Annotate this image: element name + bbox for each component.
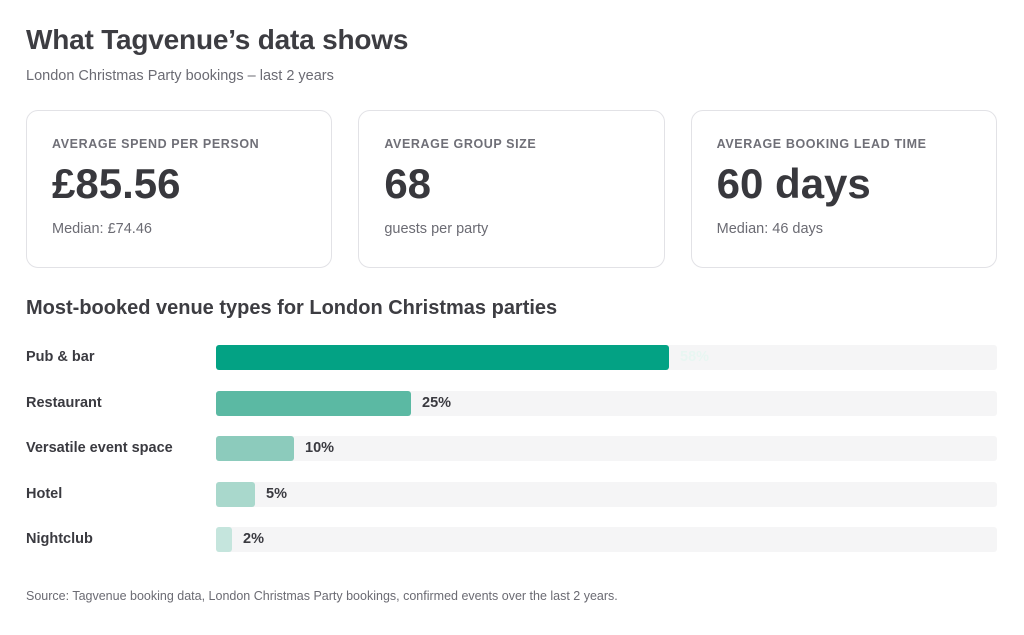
bar bbox=[216, 527, 232, 552]
source-note: Source: Tagvenue booking data, London Ch… bbox=[26, 589, 618, 603]
stat-card-label: AVERAGE BOOKING LEAD TIME bbox=[716, 137, 927, 151]
bar bbox=[216, 481, 255, 507]
page-title: What Tagvenue’s data shows bbox=[26, 24, 409, 55]
bar-category-label: Pub & bar bbox=[26, 349, 95, 365]
stat-card-lead-time: AVERAGE BOOKING LEAD TIME 60 days Median… bbox=[690, 110, 997, 268]
bar-chart: Pub & bar 58% Restaurant 25% Versatile event… bbox=[26, 345, 997, 573]
stat-card-label: AVERAGE SPEND PER PERSON bbox=[52, 137, 260, 151]
stat-card-group-size: AVERAGE GROUP SIZE 68 guests per party bbox=[358, 110, 665, 268]
bar-row: Nightclub 2% bbox=[26, 527, 997, 552]
page-subtitle: London Christmas Party bookings – last 2… bbox=[26, 68, 334, 84]
bar-track: 25% bbox=[216, 390, 997, 416]
stat-card-value: £85.56 bbox=[52, 160, 181, 207]
bar-track: 2% bbox=[216, 527, 997, 552]
stat-card-note: guests per party bbox=[384, 221, 489, 237]
stat-card-value: 60 days bbox=[716, 160, 871, 207]
bar-value-label: 5% bbox=[266, 485, 287, 502]
bar-value-label: 10% bbox=[305, 440, 335, 456]
bar-row: Restaurant 25% bbox=[26, 390, 997, 416]
bar bbox=[216, 390, 411, 416]
stat-cards: AVERAGE SPEND PER PERSON £85.56 Median: … bbox=[26, 110, 997, 268]
bar-value-label: 58% bbox=[680, 349, 710, 365]
stat-card-value: 68 bbox=[384, 160, 432, 207]
bar-row: Versatile event space 10% bbox=[26, 436, 997, 461]
bar-row: Pub & bar 58% bbox=[26, 345, 997, 370]
chart-title: Most-booked venue types for London Chris… bbox=[26, 297, 558, 319]
bar-category-label: Restaurant bbox=[26, 394, 102, 411]
bar-value-label: 25% bbox=[422, 394, 452, 411]
bar-category-label: Hotel bbox=[26, 485, 63, 502]
bar-track: 5% bbox=[216, 481, 997, 507]
bar bbox=[216, 345, 669, 370]
bar bbox=[216, 436, 294, 461]
stat-card-label: AVERAGE GROUP SIZE bbox=[384, 137, 537, 151]
bar-track: 10% bbox=[216, 436, 997, 461]
stat-card-note: Median: £74.46 bbox=[52, 221, 152, 237]
bar-value-label: 2% bbox=[243, 531, 264, 547]
bar-category-label: Nightclub bbox=[26, 531, 93, 547]
stat-card-note: Median: 46 days bbox=[716, 221, 824, 237]
stat-card-spend: AVERAGE SPEND PER PERSON £85.56 Median: … bbox=[26, 110, 333, 268]
bar-track: 58% bbox=[216, 345, 997, 370]
bar-category-label: Versatile event space bbox=[26, 440, 173, 456]
bar-row: Hotel 5% bbox=[26, 481, 997, 507]
